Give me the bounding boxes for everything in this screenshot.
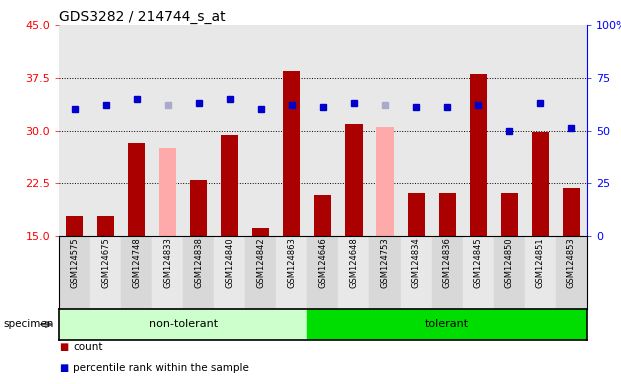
- Text: ■: ■: [59, 363, 68, 373]
- Bar: [283, 71, 301, 236]
- Text: GSM124575: GSM124575: [70, 238, 79, 288]
- Bar: [563, 188, 580, 236]
- Bar: [338, 236, 369, 309]
- Text: GSM124675: GSM124675: [101, 238, 110, 288]
- Text: tolerant: tolerant: [425, 319, 469, 329]
- Text: GSM124833: GSM124833: [163, 238, 172, 288]
- Bar: [345, 124, 363, 236]
- Text: GSM124646: GSM124646: [319, 238, 327, 288]
- Bar: [556, 236, 587, 309]
- Bar: [307, 236, 338, 309]
- Bar: [276, 236, 307, 309]
- Bar: [159, 148, 176, 236]
- Text: GSM124851: GSM124851: [536, 238, 545, 288]
- Text: GSM124853: GSM124853: [567, 238, 576, 288]
- Bar: [66, 217, 83, 236]
- Bar: [59, 309, 307, 340]
- Text: GSM124838: GSM124838: [194, 238, 203, 288]
- Bar: [152, 236, 183, 309]
- Bar: [432, 236, 463, 309]
- Bar: [183, 236, 214, 309]
- Text: GSM124845: GSM124845: [474, 238, 483, 288]
- Bar: [245, 236, 276, 309]
- Text: ■: ■: [59, 342, 68, 352]
- Bar: [525, 236, 556, 309]
- Text: GSM124840: GSM124840: [225, 238, 234, 288]
- Bar: [59, 236, 90, 309]
- Text: GDS3282 / 214744_s_at: GDS3282 / 214744_s_at: [59, 10, 225, 24]
- Text: specimen: specimen: [3, 319, 53, 329]
- Bar: [494, 236, 525, 309]
- Bar: [221, 136, 238, 236]
- Bar: [463, 236, 494, 309]
- Text: percentile rank within the sample: percentile rank within the sample: [73, 363, 249, 373]
- Text: GSM124748: GSM124748: [132, 238, 141, 288]
- Text: GSM124648: GSM124648: [350, 238, 358, 288]
- Bar: [438, 192, 456, 236]
- Bar: [532, 132, 549, 236]
- Bar: [469, 74, 487, 236]
- Text: GSM124834: GSM124834: [412, 238, 420, 288]
- Text: GSM124836: GSM124836: [443, 238, 451, 288]
- Text: GSM124842: GSM124842: [256, 238, 265, 288]
- Bar: [376, 127, 394, 236]
- Bar: [314, 195, 332, 236]
- Bar: [90, 236, 121, 309]
- Bar: [501, 192, 518, 236]
- Bar: [407, 192, 425, 236]
- Bar: [369, 236, 401, 309]
- Bar: [401, 236, 432, 309]
- Text: non-tolerant: non-tolerant: [148, 319, 218, 329]
- Bar: [128, 143, 145, 236]
- Text: GSM124863: GSM124863: [288, 238, 296, 288]
- Bar: [190, 180, 207, 236]
- Bar: [121, 236, 152, 309]
- Text: GSM124850: GSM124850: [505, 238, 514, 288]
- Bar: [307, 309, 587, 340]
- Text: GSM124753: GSM124753: [381, 238, 389, 288]
- Bar: [214, 236, 245, 309]
- Text: count: count: [73, 342, 103, 352]
- Bar: [252, 228, 270, 236]
- Bar: [97, 217, 114, 236]
